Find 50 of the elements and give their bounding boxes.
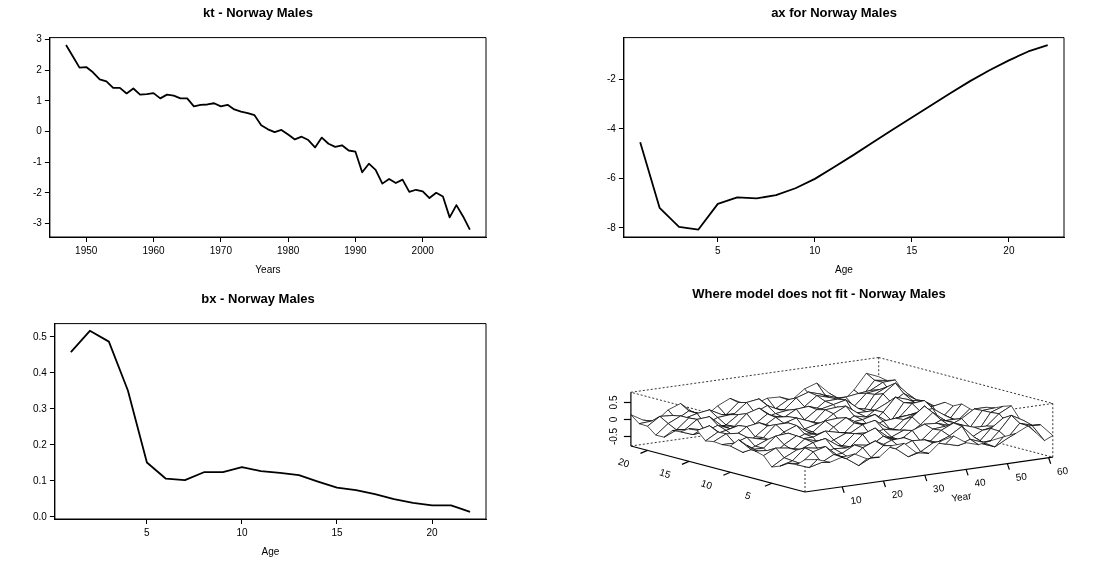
y-tick-label: 0.1 [33, 474, 48, 486]
x-tick-label: 5 [144, 526, 151, 538]
x-tick-label: 15 [331, 526, 343, 538]
text: 60 [1056, 464, 1070, 478]
x-tick-label: 1990 [344, 244, 367, 256]
x-axis-title: Years [255, 263, 281, 275]
y-tick-label: 0.2 [33, 438, 48, 450]
x-axis-title: Age [261, 545, 280, 557]
text: Where model does not fit - Norway Males [691, 286, 947, 301]
x-tick-label: 20 [426, 526, 439, 538]
text: 20 [616, 455, 632, 470]
x-tick-label: 1980 [277, 244, 300, 256]
text: Year [950, 489, 973, 504]
x-tick-label: 10 [236, 526, 248, 538]
chart-title: kt - Norway Males [203, 5, 313, 21]
y-tick-label: -3 [32, 217, 43, 229]
x-tick-label: 20 [1003, 244, 1015, 256]
x-tick-label: 10 [809, 244, 821, 256]
y-tick-label: 0 [36, 125, 43, 137]
y-tick-label: -2 [32, 186, 43, 198]
text: 40 [973, 476, 987, 489]
x-tick-label: 1960 [142, 244, 166, 256]
x-tick-label: 2000 [411, 244, 435, 256]
text: -0.5 [607, 427, 619, 446]
y-tick-label: 0.3 [33, 402, 48, 414]
y-tick-label: -2 [606, 73, 617, 85]
text: 50 [1014, 470, 1028, 483]
y-tick-label: -8 [606, 221, 617, 233]
text: 10 [849, 493, 863, 507]
y-tick-label: -1 [32, 155, 43, 167]
text: 15 [658, 466, 673, 481]
text: 20 [891, 487, 905, 501]
chart-title: bx - Norway Males [201, 291, 315, 307]
y-tick-label: 3 [36, 33, 43, 45]
y-tick-label: 0.5 [33, 330, 48, 342]
y-tick-label: 0.4 [33, 366, 48, 378]
x-tick-label: 15 [906, 244, 918, 256]
y-tick-label: -6 [606, 172, 617, 184]
y-tick-label: 2 [36, 63, 43, 75]
x-tick-label: 5 [715, 244, 722, 256]
text: 5 [743, 489, 753, 502]
x-tick-label: 1950 [75, 244, 98, 256]
chart-title: ax for Norway Males [771, 5, 897, 21]
y-tick-label: 0.0 [33, 510, 48, 522]
x-tick-label: 1970 [209, 244, 233, 256]
y-tick-label: 1 [36, 94, 43, 106]
x-axis-title: Age [835, 263, 854, 275]
text: 30 [932, 482, 946, 495]
y-tick-label: -4 [606, 122, 617, 134]
text: 10 [699, 477, 715, 492]
